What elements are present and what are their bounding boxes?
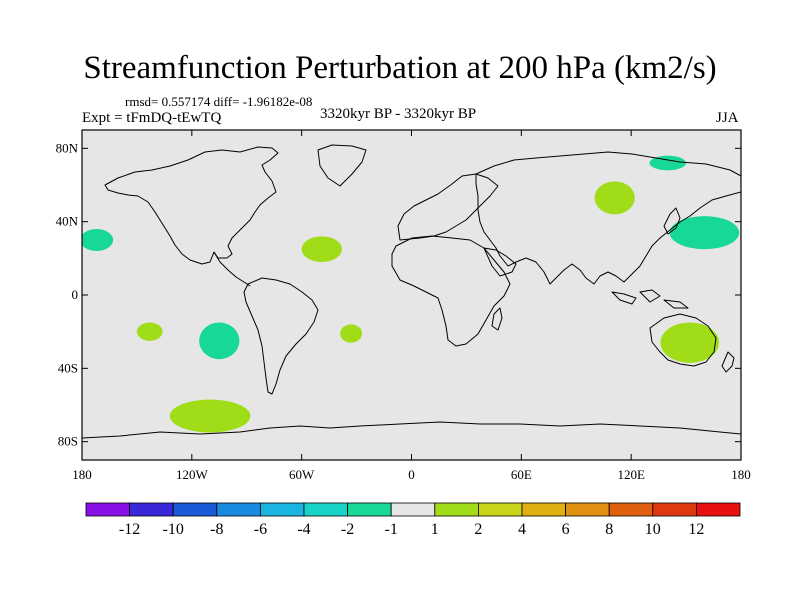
x-tick-label: 120E <box>617 467 645 482</box>
x-tick-label: 120W <box>176 467 209 482</box>
coast-japan <box>663 207 681 235</box>
colorbar-label: -10 <box>163 521 184 538</box>
colorbar: -12 -10 -8 -6 -4 -2 -1 1 2 4 6 8 10 12 <box>85 502 741 538</box>
positive-anomaly-n-atlantic <box>301 236 342 262</box>
negative-anomaly-ne-pacific <box>82 229 114 251</box>
coast-antarctica <box>82 421 741 439</box>
colorbar-swatch <box>521 502 566 517</box>
y-tick-label: 80N <box>56 140 79 155</box>
colorbar-label: 12 <box>688 521 704 538</box>
anomaly-layer <box>82 155 740 433</box>
coast-africa <box>391 235 511 347</box>
coast-new-zealand <box>721 351 735 373</box>
axes: 180 120W 60W 0 60E 120E 180 80N 40N 0 40S 80S <box>56 130 751 482</box>
colorbar-label: 8 <box>605 521 613 538</box>
y-tick-label: 40N <box>56 214 79 229</box>
colorbar-label: 10 <box>645 521 661 538</box>
coast-south-america <box>243 277 319 395</box>
positive-anomaly-siberia <box>594 181 635 215</box>
x-tick-label: 180 <box>72 467 92 482</box>
colorbar-swatch <box>652 502 697 517</box>
positive-anomaly-s-atlantic <box>340 324 363 343</box>
positive-anomaly-australia <box>660 322 720 363</box>
stats-line: rmsd= 0.557174 diff= -1.96182e-08 <box>125 94 313 109</box>
colorbar-label: 2 <box>474 521 482 538</box>
time-period-label: 3320kyr BP - 3320kyr BP <box>320 106 477 122</box>
colorbar-swatch <box>390 502 436 517</box>
coast-arabia <box>483 247 517 277</box>
colorbar-swatch <box>434 502 479 517</box>
x-tick-label: 180 <box>731 467 751 482</box>
colorbar-label: -12 <box>119 521 140 538</box>
colorbar-swatch <box>172 502 218 517</box>
positive-anomaly-southern-ocean <box>169 399 251 433</box>
coast-central-america <box>213 251 251 287</box>
coast-north-america <box>104 146 279 265</box>
colorbar-label: 1 <box>431 521 439 538</box>
negative-anomaly-w-pacific <box>669 216 740 250</box>
colorbar-swatch <box>696 502 741 517</box>
positive-anomaly-s-pacific <box>136 322 163 341</box>
negative-anomaly-se-pacific <box>199 322 240 360</box>
x-tick-label: 60E <box>511 467 532 482</box>
x-tick-label: 60W <box>289 467 315 482</box>
season-label: JJA <box>716 110 739 126</box>
colorbar-swatch <box>565 502 610 517</box>
colorbar-swatch <box>608 502 654 517</box>
coast-madagascar <box>491 307 503 331</box>
y-tick-label: 80S <box>58 434 78 449</box>
colorbar-swatch <box>216 502 261 517</box>
coast-europe <box>397 173 499 241</box>
coast-asia <box>475 151 741 285</box>
colorbar-label: -2 <box>341 521 354 538</box>
colorbar-swatch <box>85 502 130 517</box>
coast-australia <box>649 313 717 367</box>
colorbar-swatch <box>129 502 174 517</box>
colorbar-swatch <box>477 502 523 517</box>
colorbar-label: 4 <box>518 521 526 538</box>
coastlines <box>82 144 741 439</box>
coast-indonesia <box>611 289 689 309</box>
coast-greenland <box>317 144 367 187</box>
colorbar-label: -4 <box>297 521 310 538</box>
y-tick-label: 40S <box>58 360 78 375</box>
colorbar-label: -6 <box>254 521 267 538</box>
negative-anomaly-arctic <box>649 155 687 171</box>
colorbar-swatch <box>347 502 392 517</box>
colorbar-label: -1 <box>385 521 398 538</box>
colorbar-label: 6 <box>562 521 570 538</box>
colorbar-swatch <box>259 502 305 517</box>
experiment-label: Expt = tFmDQ-tEwTQ <box>82 110 222 126</box>
chart-title: Streamfunction Perturbation at 200 hPa (… <box>83 50 717 86</box>
x-tick-label: 0 <box>408 467 415 482</box>
colorbar-swatch <box>303 502 348 517</box>
colorbar-label: -8 <box>210 521 223 538</box>
y-tick-label: 0 <box>72 287 79 302</box>
